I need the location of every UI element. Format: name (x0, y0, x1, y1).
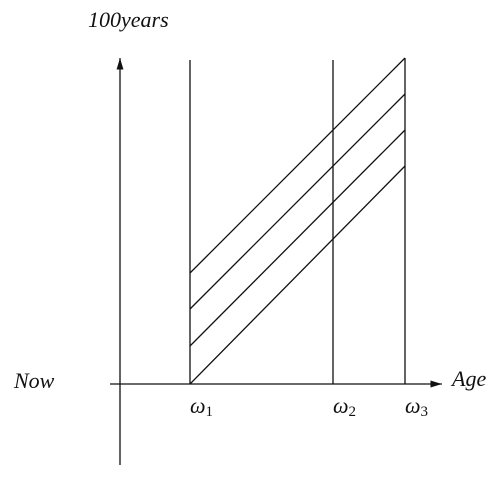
cohort-line (189, 57, 406, 274)
age-label: Age (450, 366, 486, 391)
now-label: Now (13, 368, 55, 393)
marker-label: ω1 (190, 393, 213, 420)
cohort-line (189, 165, 406, 385)
vertical-label: 100years (88, 7, 169, 32)
cohort-line (189, 129, 406, 347)
marker-label: ω2 (333, 393, 356, 420)
cohort-line (189, 93, 406, 310)
marker-label: ω3 (405, 393, 428, 420)
